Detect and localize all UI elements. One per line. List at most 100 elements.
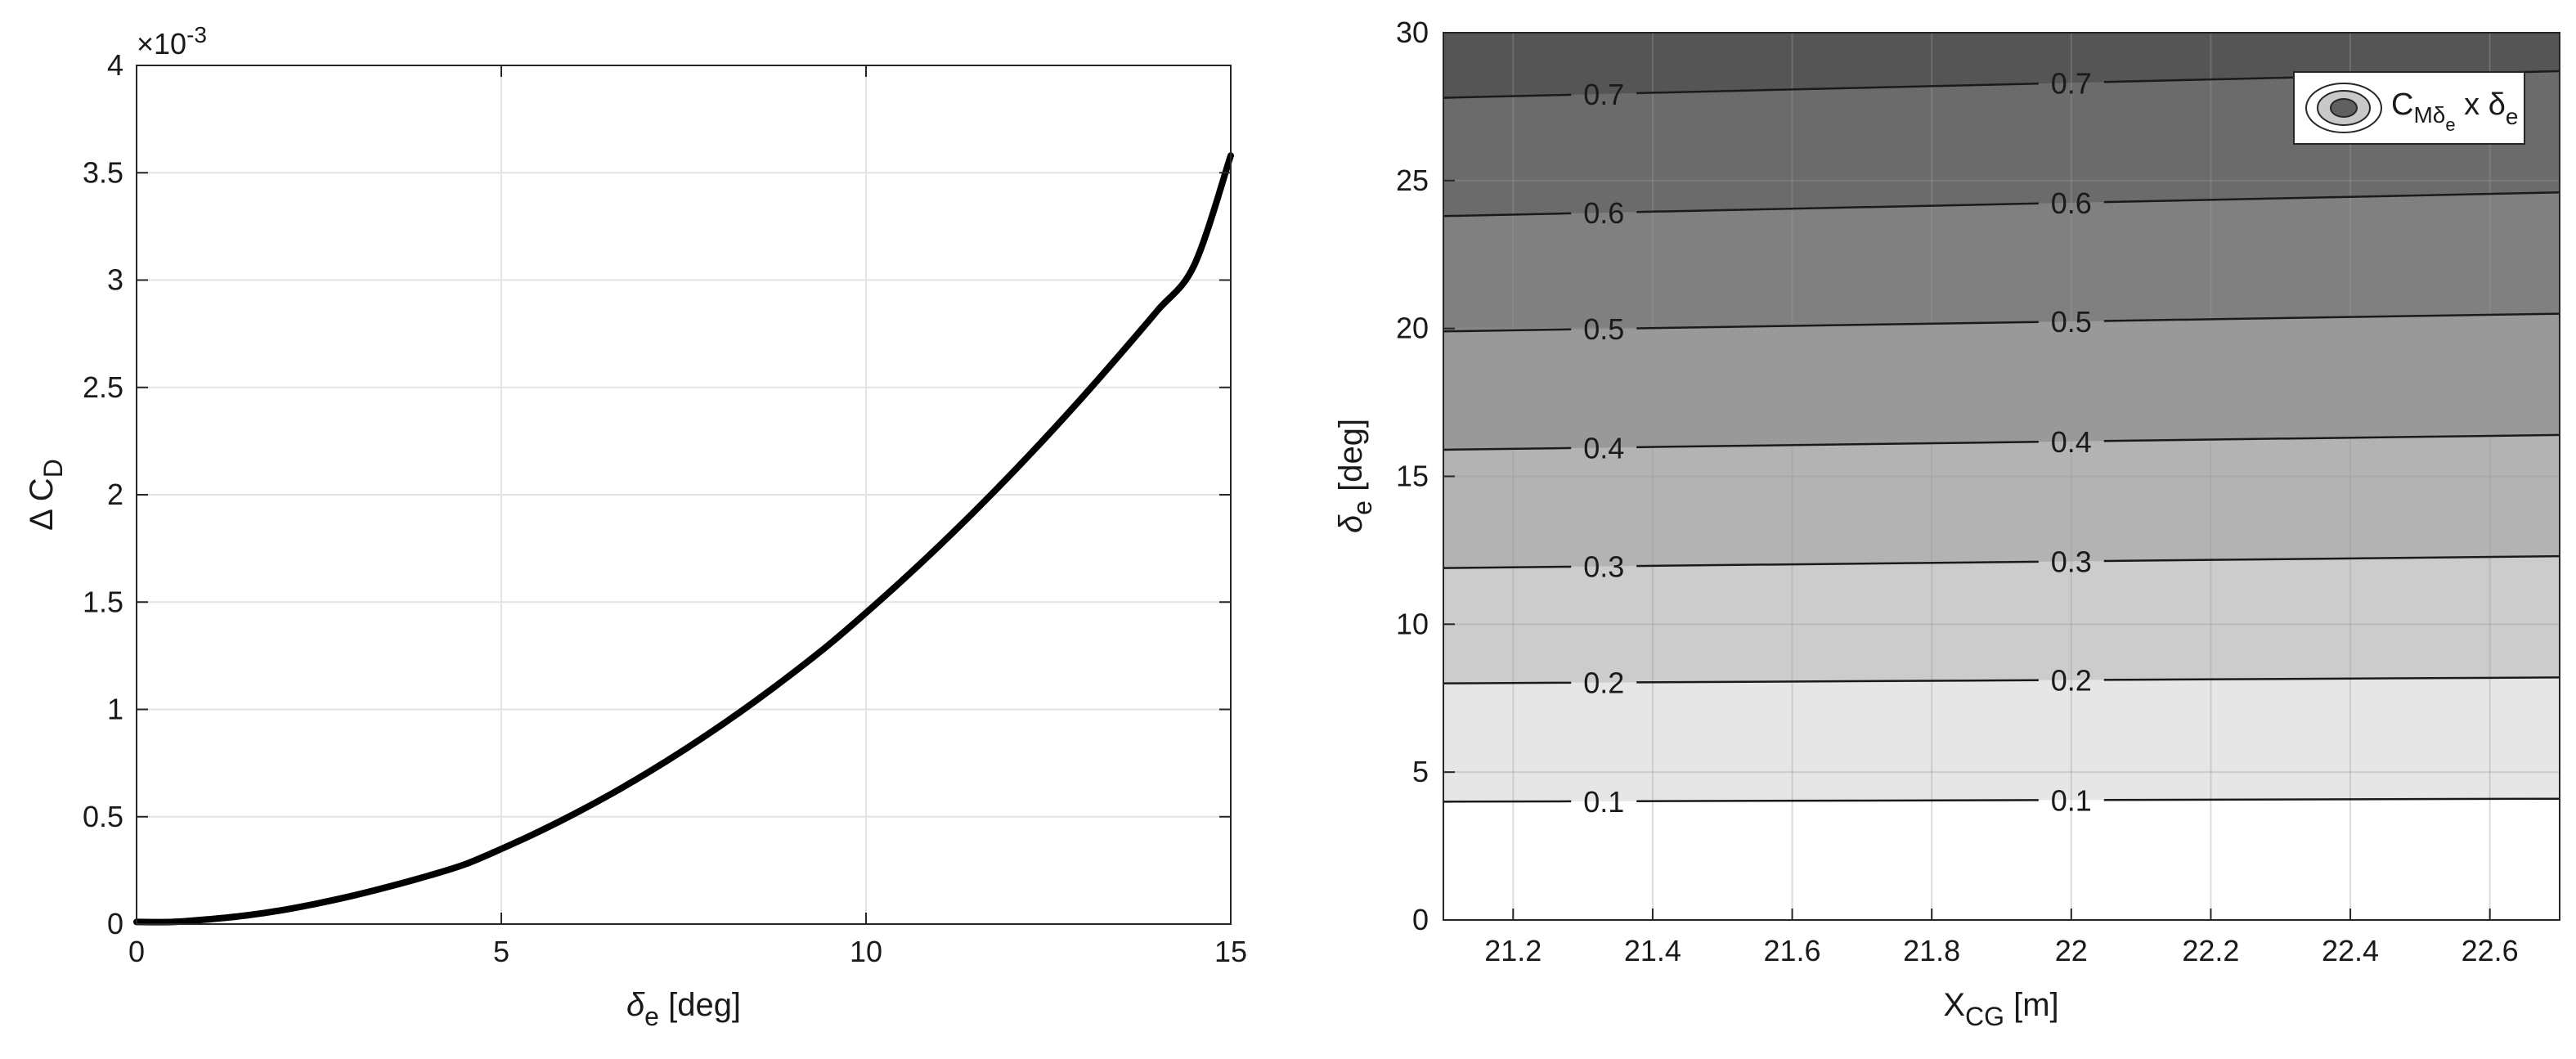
y-axis-subscript: D <box>38 459 68 478</box>
legend-label: CMδe x δe <box>2391 88 2518 135</box>
legend-subscript-2: e <box>2445 114 2455 135</box>
ticks <box>136 65 1232 925</box>
y-tick-label: 10 <box>1396 607 1429 640</box>
x-tick-label: 21.8 <box>1903 934 1960 967</box>
contour-label: 0.3 <box>1583 550 1624 584</box>
y-tick-label: 0 <box>107 907 123 940</box>
grid <box>1443 33 2560 920</box>
y-tick-label: 0.5 <box>83 800 123 833</box>
ticks <box>1443 32 2491 921</box>
exponent-base: ×10 <box>137 27 186 61</box>
contour-line <box>2103 797 2560 801</box>
y-tick-label: 25 <box>1396 164 1429 197</box>
contour-band <box>1443 798 2560 920</box>
contour-line <box>1636 799 2039 802</box>
x-tick-label: 21.6 <box>1764 934 1821 967</box>
x-axis-label: δe [deg] <box>626 987 741 1031</box>
contour-label: 0.5 <box>2051 305 2092 339</box>
contour-labels: 0.1 0.1 0.2 0.2 0.3 0.3 0.4 0.4 0.5 0.5 0.6 0.6 0.7 0… <box>1583 66 2092 819</box>
y-tick-label: 30 <box>1396 16 1429 49</box>
contour-label: 0.6 <box>2051 186 2092 220</box>
contour-label: 0.1 <box>1583 785 1624 819</box>
drag-increment-chart: 0 5 10 15 00.511.522.533.54 ×10-3 δe [deg] … <box>24 22 1247 1031</box>
contour-line <box>1443 565 1572 569</box>
x-axis-text: X <box>1943 987 1965 1023</box>
y-tick-label: 4 <box>107 48 123 82</box>
y-axis-label: δe [deg] <box>1333 419 1377 533</box>
y-tick-label: 1.5 <box>83 585 123 618</box>
x-axis-subscript: CG <box>1965 1002 2004 1031</box>
contour-label: 0.5 <box>1583 312 1624 346</box>
y-tick-labels: 0 0.5 1 1.5 2 2.5 3 3.5 4 <box>83 48 123 940</box>
y-tick-labels: 0 5 10 15 20 25 30 <box>1396 16 1429 936</box>
legend-contour-icon-inner <box>2330 98 2358 118</box>
contour-line <box>2103 554 2560 563</box>
x-tick-label: 5 <box>493 935 509 968</box>
contour-line <box>1636 82 2039 95</box>
contour-label: 0.2 <box>2051 664 2092 698</box>
contour-line <box>1443 93 1572 99</box>
drag-curve <box>133 152 1234 926</box>
x-axis-unit: [deg] <box>659 987 741 1023</box>
y-axis-subscript: e <box>1348 500 1377 515</box>
x-axis-unit: [m] <box>2004 987 2059 1023</box>
y-exponent-label: ×10-3 <box>137 22 207 61</box>
grid <box>136 65 1232 925</box>
x-tick-label: 22.2 <box>2182 934 2239 967</box>
x-tick-label: 15 <box>1214 935 1247 968</box>
legend-symbol: C <box>2391 88 2413 122</box>
contour-lines <box>1443 70 2560 803</box>
x-tick-label: 0 <box>128 935 145 968</box>
series <box>133 152 1234 926</box>
contour-line <box>2103 312 2560 322</box>
contour-label: 0.4 <box>2051 425 2092 459</box>
x-tick-label: 22.4 <box>2322 934 2379 967</box>
x-tick-label: 21.2 <box>1484 934 1542 967</box>
y-axis-text: Δ C <box>24 478 60 531</box>
contour-line <box>1636 441 2039 449</box>
x-tick-label: 22.6 <box>2462 934 2519 967</box>
contour-line <box>2103 676 2560 681</box>
contour-line <box>2103 433 2560 442</box>
contour-label: 0.4 <box>1583 431 1624 464</box>
contour-label: 0.3 <box>2051 545 2092 578</box>
y-tick-label: 20 <box>1396 312 1429 345</box>
y-tick-label: 0 <box>1412 903 1429 936</box>
y-axis-unit: [deg] <box>1333 419 1369 500</box>
y-tick-label: 1 <box>107 693 123 726</box>
y-tick-label: 2 <box>107 478 123 511</box>
legend-subscript-1: Mδ <box>2413 102 2445 128</box>
legend-subscript-3: e <box>2506 104 2519 129</box>
y-axis-label: Δ CD <box>24 459 68 531</box>
contour-label: 0.7 <box>2051 66 2092 100</box>
y-tick-label: 5 <box>1412 755 1429 788</box>
x-tick-label: 21.4 <box>1624 934 1681 967</box>
contour-fills <box>1443 33 2560 920</box>
legend: CMδe x δe <box>2293 71 2525 145</box>
y-tick-label: 3 <box>107 263 123 297</box>
contour-line <box>2103 191 2560 204</box>
contour-line <box>1636 202 2039 213</box>
contour-label: 0.6 <box>1583 196 1624 230</box>
x-tick-labels: 21.2 21.4 21.6 21.8 22 22.2 22.4 22.6 <box>1484 934 2518 967</box>
x-tick-label: 10 <box>850 935 882 968</box>
contour-line <box>1443 446 1572 451</box>
contour-line <box>1636 679 2039 684</box>
x-axis-label: XCG [m] <box>1943 987 2058 1031</box>
y-tick-label: 2.5 <box>83 370 123 404</box>
x-axis-symbol: δ <box>626 987 645 1023</box>
contour-line <box>1443 328 1572 333</box>
y-axis-symbol: δ <box>1333 514 1369 533</box>
contour-label: 0.2 <box>1583 666 1624 700</box>
x-tick-label: 22 <box>2055 934 2088 967</box>
y-tick-label: 15 <box>1396 460 1429 493</box>
contour-label: 0.7 <box>1583 78 1624 111</box>
exponent-power: -3 <box>186 22 207 47</box>
x-axis-subscript: e <box>644 1002 659 1031</box>
contour-line <box>1443 681 1572 684</box>
legend-mid: x δ <box>2456 88 2506 122</box>
moment-contour-chart: 0.1 0.1 0.2 0.2 0.3 0.3 0.4 0.4 0.5 0.5 0.6 0.6 0.7 0… <box>1333 16 2560 1031</box>
x-tick-labels: 0 5 10 15 <box>128 935 1247 968</box>
y-tick-label: 3.5 <box>83 155 123 189</box>
